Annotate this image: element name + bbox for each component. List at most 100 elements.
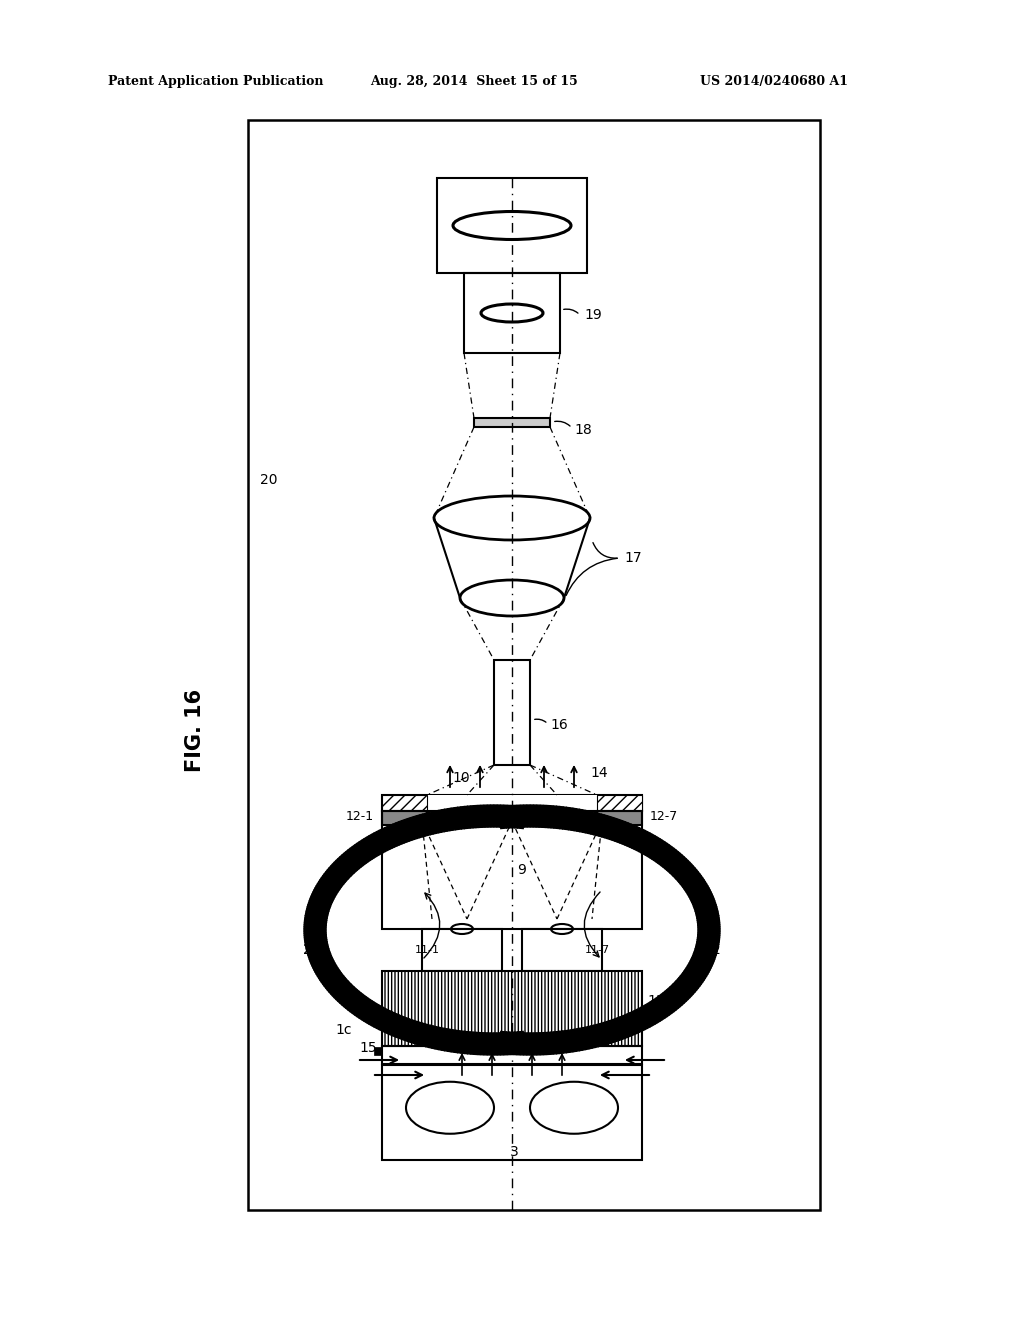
Polygon shape bbox=[551, 807, 557, 828]
Polygon shape bbox=[607, 1020, 620, 1041]
Polygon shape bbox=[697, 917, 720, 921]
Text: 14: 14 bbox=[590, 766, 607, 780]
Polygon shape bbox=[577, 1028, 586, 1051]
Polygon shape bbox=[622, 1015, 637, 1035]
Polygon shape bbox=[697, 933, 720, 936]
Polygon shape bbox=[514, 1032, 520, 1055]
Polygon shape bbox=[384, 826, 399, 846]
Polygon shape bbox=[334, 861, 354, 874]
Polygon shape bbox=[497, 807, 504, 829]
Text: 1c: 1c bbox=[336, 1023, 352, 1038]
Polygon shape bbox=[306, 946, 329, 953]
Polygon shape bbox=[697, 936, 720, 940]
Polygon shape bbox=[685, 968, 707, 978]
Polygon shape bbox=[639, 834, 655, 853]
Polygon shape bbox=[359, 1002, 377, 1019]
Polygon shape bbox=[454, 1031, 462, 1052]
Polygon shape bbox=[501, 1032, 507, 1053]
Polygon shape bbox=[304, 923, 327, 925]
Polygon shape bbox=[591, 1026, 602, 1047]
Polygon shape bbox=[419, 814, 431, 836]
Polygon shape bbox=[480, 1032, 485, 1055]
Text: Patent Application Publication: Patent Application Publication bbox=[108, 75, 324, 88]
Polygon shape bbox=[506, 1032, 511, 1055]
Polygon shape bbox=[314, 888, 336, 898]
Polygon shape bbox=[305, 944, 328, 949]
Polygon shape bbox=[667, 989, 686, 1003]
Polygon shape bbox=[554, 807, 560, 828]
Polygon shape bbox=[435, 1028, 444, 1049]
Polygon shape bbox=[573, 809, 583, 832]
Polygon shape bbox=[657, 849, 676, 865]
Polygon shape bbox=[520, 1032, 524, 1055]
Bar bbox=[437, 178, 587, 273]
Polygon shape bbox=[523, 805, 527, 828]
Polygon shape bbox=[548, 1032, 553, 1055]
Polygon shape bbox=[689, 961, 711, 970]
Text: 2: 2 bbox=[303, 942, 312, 957]
Text: 11-7: 11-7 bbox=[585, 945, 609, 954]
Polygon shape bbox=[483, 1032, 488, 1055]
Polygon shape bbox=[663, 991, 682, 1006]
Polygon shape bbox=[517, 1032, 521, 1055]
Polygon shape bbox=[672, 862, 692, 876]
Polygon shape bbox=[612, 1019, 626, 1039]
Polygon shape bbox=[559, 1031, 566, 1053]
Text: 12-7: 12-7 bbox=[650, 809, 678, 822]
Polygon shape bbox=[316, 966, 338, 975]
Polygon shape bbox=[692, 954, 715, 961]
Polygon shape bbox=[334, 986, 354, 999]
Polygon shape bbox=[422, 813, 433, 834]
Polygon shape bbox=[304, 924, 327, 927]
Polygon shape bbox=[689, 890, 711, 899]
Polygon shape bbox=[411, 1023, 423, 1043]
Polygon shape bbox=[673, 982, 693, 995]
Polygon shape bbox=[377, 830, 392, 849]
Polygon shape bbox=[332, 983, 352, 998]
Polygon shape bbox=[348, 995, 367, 1011]
Polygon shape bbox=[398, 821, 412, 841]
Polygon shape bbox=[697, 935, 720, 937]
Polygon shape bbox=[441, 1030, 451, 1051]
Polygon shape bbox=[367, 836, 383, 854]
Polygon shape bbox=[636, 1008, 652, 1027]
Polygon shape bbox=[682, 973, 702, 985]
Polygon shape bbox=[326, 870, 346, 882]
Polygon shape bbox=[551, 1032, 557, 1055]
Polygon shape bbox=[329, 981, 349, 994]
Polygon shape bbox=[432, 1027, 441, 1049]
Polygon shape bbox=[632, 830, 647, 849]
Polygon shape bbox=[322, 973, 342, 985]
Polygon shape bbox=[325, 873, 345, 884]
Polygon shape bbox=[585, 812, 595, 833]
Polygon shape bbox=[304, 936, 327, 940]
Polygon shape bbox=[526, 805, 530, 828]
Polygon shape bbox=[308, 950, 330, 957]
Polygon shape bbox=[304, 931, 326, 933]
Polygon shape bbox=[663, 854, 682, 869]
Polygon shape bbox=[696, 944, 719, 949]
Polygon shape bbox=[591, 813, 602, 834]
Polygon shape bbox=[317, 968, 339, 978]
Polygon shape bbox=[641, 836, 657, 854]
Polygon shape bbox=[305, 916, 327, 920]
Polygon shape bbox=[517, 807, 523, 828]
Polygon shape bbox=[308, 903, 330, 909]
Polygon shape bbox=[645, 1003, 663, 1022]
Polygon shape bbox=[675, 981, 695, 994]
Polygon shape bbox=[364, 837, 381, 855]
Polygon shape bbox=[665, 855, 684, 870]
Polygon shape bbox=[545, 1032, 550, 1055]
Polygon shape bbox=[304, 933, 327, 936]
Polygon shape bbox=[304, 927, 326, 929]
Polygon shape bbox=[306, 945, 329, 950]
Polygon shape bbox=[688, 962, 710, 972]
Polygon shape bbox=[690, 892, 712, 900]
Polygon shape bbox=[312, 960, 334, 968]
Polygon shape bbox=[625, 826, 640, 846]
Polygon shape bbox=[649, 1001, 668, 1018]
Polygon shape bbox=[609, 1020, 623, 1040]
Polygon shape bbox=[599, 1023, 611, 1044]
Polygon shape bbox=[346, 850, 365, 866]
Polygon shape bbox=[662, 993, 680, 1008]
